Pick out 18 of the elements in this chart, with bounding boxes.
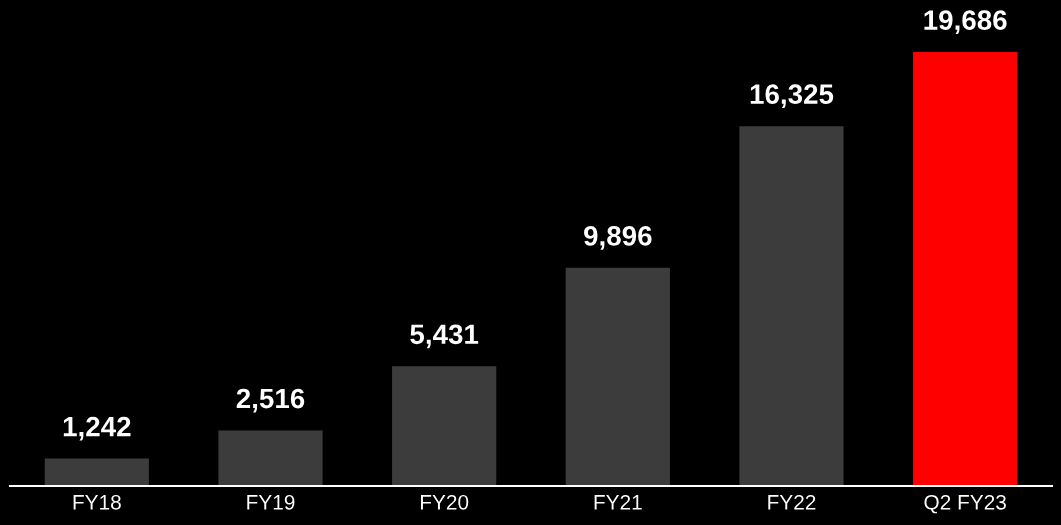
data-label: 1,242 bbox=[63, 416, 131, 441]
x-tick-label: FY18 bbox=[73, 494, 121, 510]
x-tick-label: FY21 bbox=[594, 494, 642, 510]
bar bbox=[739, 126, 844, 486]
bar bbox=[565, 267, 670, 486]
x-tick-label: FY19 bbox=[247, 494, 295, 510]
bar bbox=[218, 430, 323, 486]
data-label: 5,431 bbox=[410, 324, 479, 349]
data-label: 19,686 bbox=[924, 10, 1007, 34]
bar bbox=[913, 52, 1018, 486]
x-tick-label: FY20 bbox=[420, 494, 469, 510]
bar bbox=[392, 366, 497, 486]
data-label: 16,325 bbox=[750, 84, 834, 109]
data-label: 9,896 bbox=[584, 226, 652, 250]
bar bbox=[44, 458, 149, 486]
x-tick-label: FY22 bbox=[768, 494, 816, 510]
x-tick-label: Q2 FY23 bbox=[924, 494, 1006, 514]
data-label: 2,516 bbox=[236, 388, 305, 413]
